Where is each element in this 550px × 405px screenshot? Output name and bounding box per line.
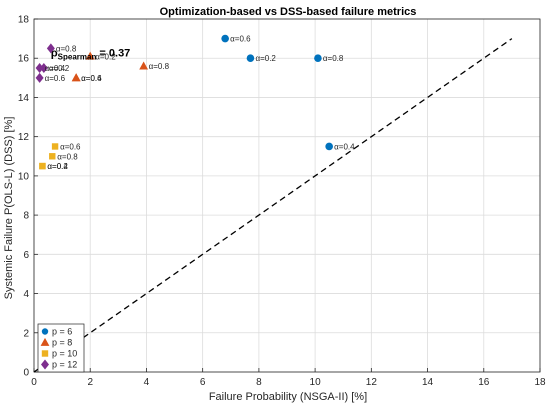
y-tick-label: 4 [23, 289, 29, 300]
legend-entry: p = 8 [52, 338, 72, 348]
point-label: α=0.6 [81, 74, 102, 83]
point-label: α=0.4 [334, 142, 355, 151]
annotation-symbol: ρ [51, 47, 58, 59]
x-tick-label: 12 [366, 377, 378, 388]
point-label: α=0.8 [149, 62, 170, 71]
point-label: α=0.6 [45, 74, 66, 83]
legend-entry: p = 10 [52, 349, 77, 359]
annotation-value: = 0.37 [96, 47, 130, 59]
point-diamond [35, 72, 44, 83]
point-triangle [71, 73, 81, 82]
x-tick-label: 4 [144, 377, 150, 388]
point-label: α=0.8 [57, 152, 78, 161]
data-points [35, 34, 333, 170]
point-label: α=0.2 [95, 52, 116, 61]
legend-marker [41, 328, 49, 335]
reference-line [33, 38, 513, 373]
y-tick-label: 2 [23, 328, 29, 339]
point-circle [314, 54, 322, 63]
point-square [39, 162, 46, 170]
y-tick-label: 12 [18, 132, 30, 143]
legend-entry: p = 12 [52, 360, 77, 370]
x-axis-label: Failure Probability (NSGA-II) [%] [209, 391, 367, 403]
legend: p = 6p = 8p = 10p = 12 [37, 323, 85, 373]
x-tick-label: 14 [422, 377, 434, 388]
x-tick-label: 10 [310, 377, 322, 388]
point-label: α=0.6 [230, 35, 251, 44]
point-diamond [35, 63, 44, 74]
y-tick-label: 0 [23, 368, 29, 379]
x-tick-label: 18 [534, 377, 546, 388]
point-label: α=0.8 [56, 44, 77, 53]
legend-marker [41, 359, 49, 370]
x-tick-label: 16 [478, 377, 490, 388]
point-diamond [46, 43, 55, 54]
y-tick-label: 14 [18, 93, 30, 104]
point-circle [246, 54, 255, 63]
point-label: α=0.4 [47, 162, 68, 171]
point-label: α=0.6 [60, 142, 81, 151]
point-label: α=0.2 [47, 162, 68, 171]
y-tick-label: 10 [18, 171, 30, 182]
point-circle [221, 34, 229, 43]
point-label: α=0.4 [45, 64, 66, 73]
point-triangle [139, 61, 149, 70]
point-square [51, 143, 59, 150]
point-label: α=0.2 [255, 54, 276, 63]
y-tick-label: 18 [18, 15, 30, 26]
point-labels: α=0.6α=0.2 α=0.8α=0.4α=0.2α=0.8α=0.4α=0.6… [45, 35, 356, 171]
y-tick-label: 16 [18, 54, 30, 65]
point-label: α=0.8 [323, 54, 344, 63]
x-tick-label: 6 [200, 377, 206, 388]
y-axis-label: Systemic Failure P(OLS-L) (DSS) [%] [3, 117, 15, 300]
point-square [49, 153, 56, 160]
annotation-subscript: Spearman [58, 52, 97, 61]
x-tick-label: 0 [31, 377, 37, 388]
axis-ticks: 0 2 4 6 8 10 12 14 16 18 0 2 4 6 8 10 12 14 16 18 [18, 15, 546, 389]
spearman-annotation: ρSpearman = 0.37 [51, 47, 130, 61]
x-tick-label: 8 [256, 377, 262, 388]
point-diamond [39, 63, 48, 74]
plot-frame [33, 18, 541, 373]
y-tick-label: 8 [23, 211, 29, 222]
point-label: α=0.4 [81, 74, 102, 83]
legend-marker [40, 337, 50, 346]
y-tick-label: 6 [23, 250, 29, 261]
point-label: α=0.2 [49, 64, 70, 73]
x-tick-label: 2 [87, 377, 93, 388]
legend-marker [41, 350, 49, 357]
chart-title: Optimization-based vs DSS-based failure … [160, 6, 417, 18]
point-triangle [85, 51, 95, 60]
legend-entry: p = 6 [52, 327, 72, 337]
point-circle [325, 142, 333, 151]
